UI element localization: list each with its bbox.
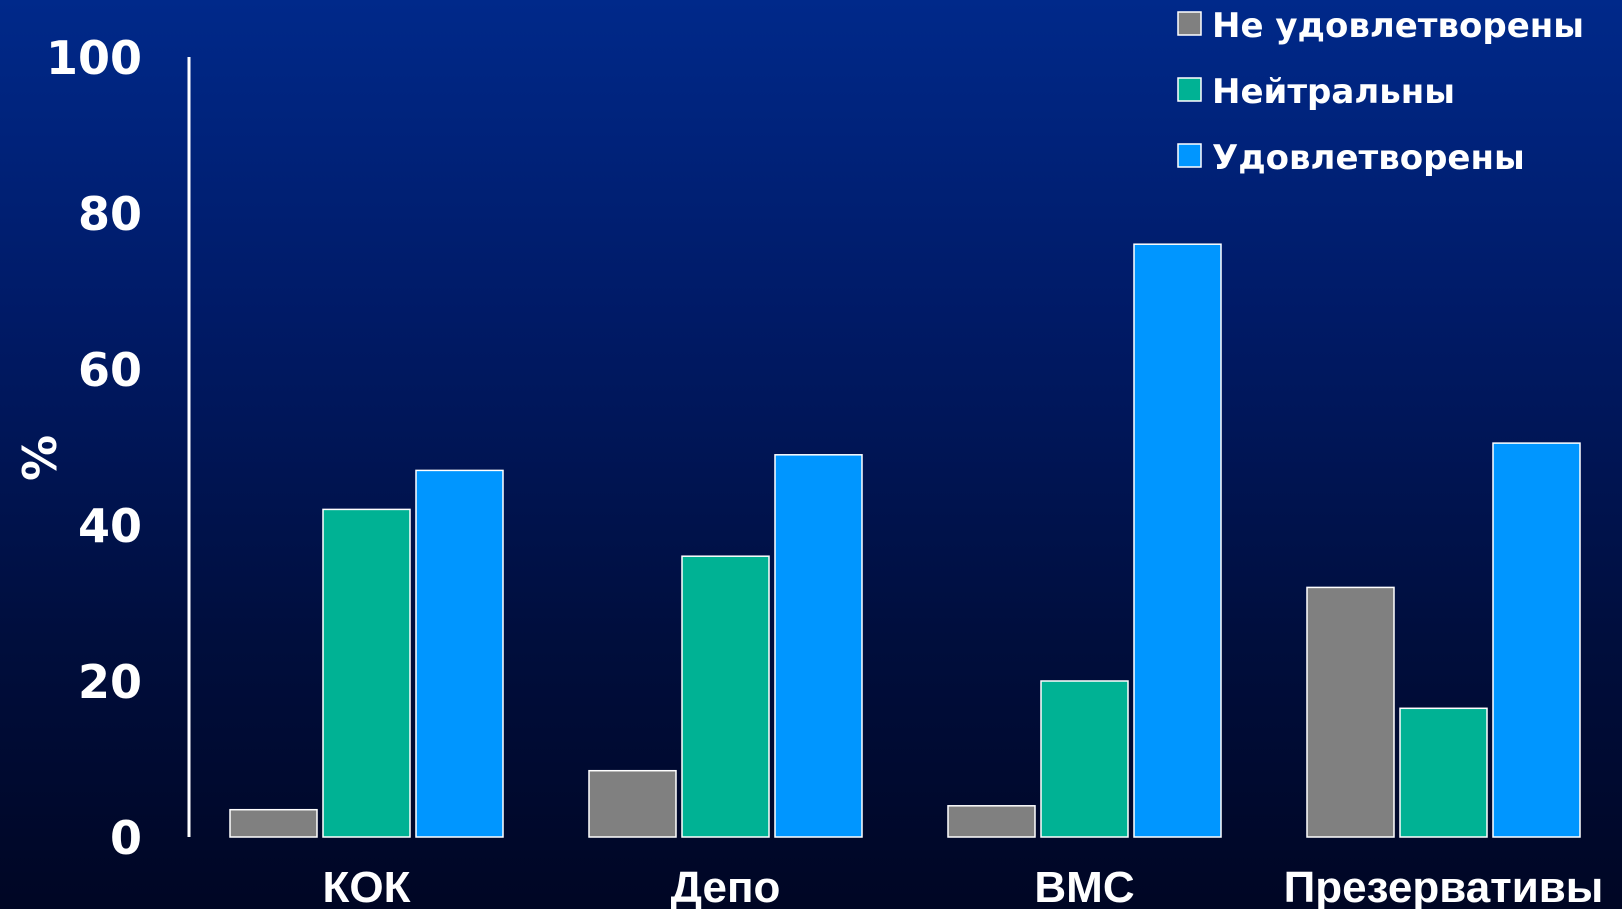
y-tick-label: 20	[78, 655, 142, 709]
category-label: Презервативы	[1284, 863, 1604, 909]
bar	[229, 808, 318, 838]
bar	[322, 508, 411, 838]
bar	[1133, 243, 1222, 838]
y-tick-label: 60	[78, 343, 142, 397]
category-labels: КОК Депо ВМС Презервативы	[323, 863, 1604, 909]
category-label: Депо	[671, 863, 781, 909]
y-tick-label: 80	[78, 187, 142, 241]
y-tick-label: 100	[46, 31, 142, 85]
bar	[681, 555, 770, 838]
bars	[229, 243, 1581, 838]
y-tick-labels: 0 20 40 60 80 100	[46, 31, 142, 865]
bar	[1306, 586, 1395, 838]
legend-swatch	[1177, 143, 1202, 168]
bar	[1399, 707, 1488, 838]
legend-swatch	[1177, 77, 1202, 102]
category-label: ВМС	[1034, 863, 1134, 909]
bar	[947, 805, 1036, 838]
legend-swatch	[1177, 11, 1202, 36]
bar	[774, 454, 863, 838]
legend-label: Нейтральны	[1212, 72, 1455, 112]
legend-label: Не удовлетворены	[1212, 6, 1584, 46]
bar	[1040, 680, 1129, 838]
bar	[588, 769, 677, 838]
y-axis-title: %	[13, 435, 67, 481]
legend-label: Удовлетворены	[1212, 138, 1525, 178]
bar	[1492, 442, 1581, 838]
category-label: КОК	[323, 863, 411, 909]
y-tick-label: 40	[78, 499, 142, 553]
y-tick-label: 0	[110, 811, 142, 865]
legend: Не удовлетворены Нейтральны Удовлетворены	[1177, 6, 1584, 178]
bar	[415, 469, 504, 838]
